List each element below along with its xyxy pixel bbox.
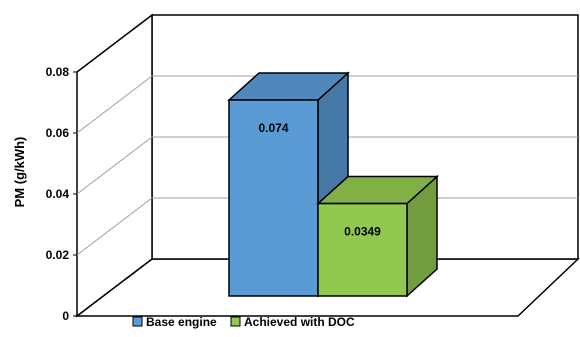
legend-entry: Base engine	[146, 315, 217, 329]
legend: Base engine Achieved with DOC	[132, 315, 355, 329]
data-label: 0.0349	[344, 225, 381, 239]
data-label: 0.074	[258, 121, 288, 135]
bar-front	[228, 99, 319, 297]
y-tick-label: 0.08	[46, 65, 70, 79]
data-labels: 0.074 0.0349	[258, 121, 381, 239]
legend-swatch	[132, 316, 143, 327]
y-tick-label: 0.02	[46, 248, 70, 262]
y-tick-label: 0	[62, 309, 69, 323]
legend-entry: Achieved with DOC	[244, 315, 355, 329]
legend-swatch	[230, 316, 241, 327]
y-tick-label: 0.06	[46, 126, 70, 140]
bar-achieved-with-doc	[316, 174, 439, 298]
y-axis-ticks: 0 0.02 0.04 0.06 0.08	[46, 65, 77, 323]
gridline	[76, 136, 578, 195]
y-tick-label: 0.04	[46, 187, 70, 201]
y-axis-label: PM (g/kWh)	[12, 137, 27, 208]
gridline	[76, 75, 578, 134]
bars	[227, 71, 439, 298]
bar-front	[317, 202, 408, 297]
